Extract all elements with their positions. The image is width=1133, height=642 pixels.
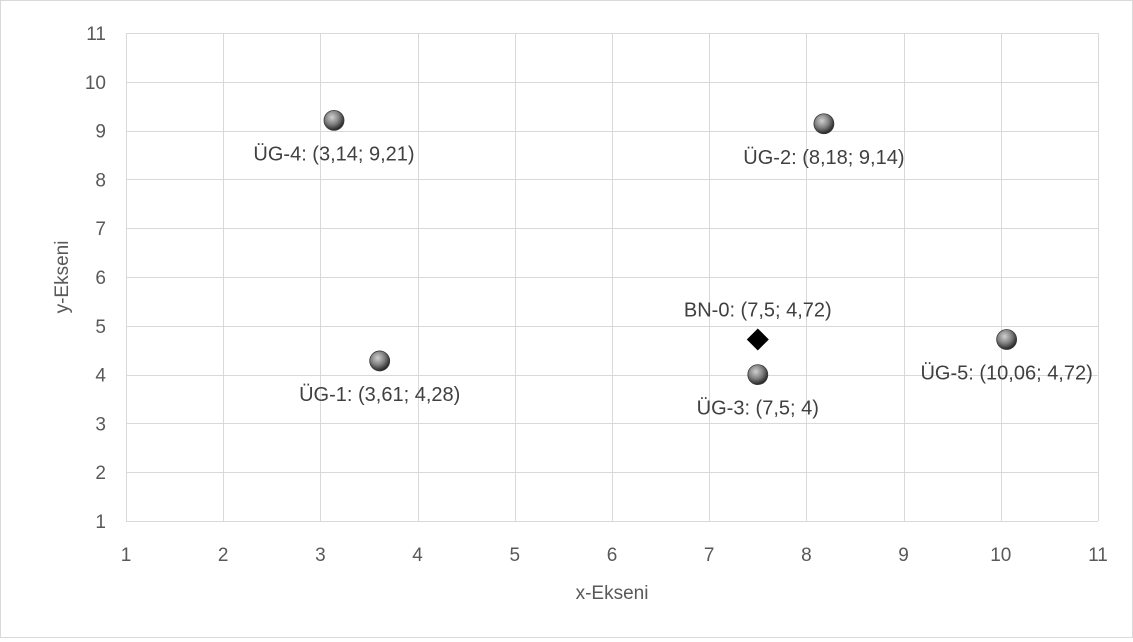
y-tick-label: 9: [95, 122, 106, 143]
y-tick-label: 6: [95, 268, 106, 289]
x-tick-label: 9: [898, 545, 909, 566]
x-tick-label: 1: [121, 545, 132, 566]
data-label: ÜG-1: (3,61; 4,28): [299, 384, 460, 406]
data-point: [813, 113, 835, 135]
x-tick-label: 5: [510, 545, 521, 566]
x-tick-label: 7: [704, 545, 715, 566]
data-label: ÜG-3: (7,5; 4): [697, 398, 819, 420]
data-point-diamond: [746, 328, 769, 351]
y-tick-label: 11: [86, 24, 106, 45]
point-labels: ÜG-1: (3,61; 4,28) ÜG-2: (8,18; 9,14) ÜG-3…: [253, 143, 1092, 419]
x-tick-label: 2: [218, 545, 229, 566]
y-tick-label: 8: [95, 170, 106, 191]
y-tick-label: 7: [95, 219, 106, 240]
x-tick-label: 8: [801, 545, 812, 566]
x-tick-label: 4: [412, 545, 423, 566]
x-axis-title: x-Ekseni: [576, 583, 649, 604]
y-tick-label: 1: [95, 512, 106, 533]
y-tick-label: 3: [95, 414, 106, 435]
y-axis-title: y-Ekseni: [52, 241, 73, 314]
x-tick-label: 11: [1088, 545, 1108, 566]
data-points: [323, 109, 1018, 386]
data-label: ÜG-2: (8,18; 9,14): [743, 147, 904, 169]
data-point: [747, 364, 769, 386]
y-tick-label: 5: [95, 317, 106, 338]
x-tick-label: 10: [990, 545, 1011, 566]
data-point: [996, 329, 1018, 350]
y-tick-label: 2: [95, 463, 106, 484]
y-tick-label: 4: [95, 366, 106, 387]
data-label: ÜG-5: (10,06; 4,72): [920, 362, 1092, 384]
data-label: BN-0: (7,5; 4,72): [684, 299, 832, 321]
grid-lines: [126, 33, 1099, 522]
data-point: [323, 109, 345, 131]
x-tick-label: 3: [315, 545, 326, 566]
x-tick-label: 6: [607, 545, 618, 566]
data-label: ÜG-4: (3,14; 9,21): [253, 143, 414, 165]
y-tick-label: 10: [85, 73, 106, 94]
data-point: [369, 350, 391, 372]
